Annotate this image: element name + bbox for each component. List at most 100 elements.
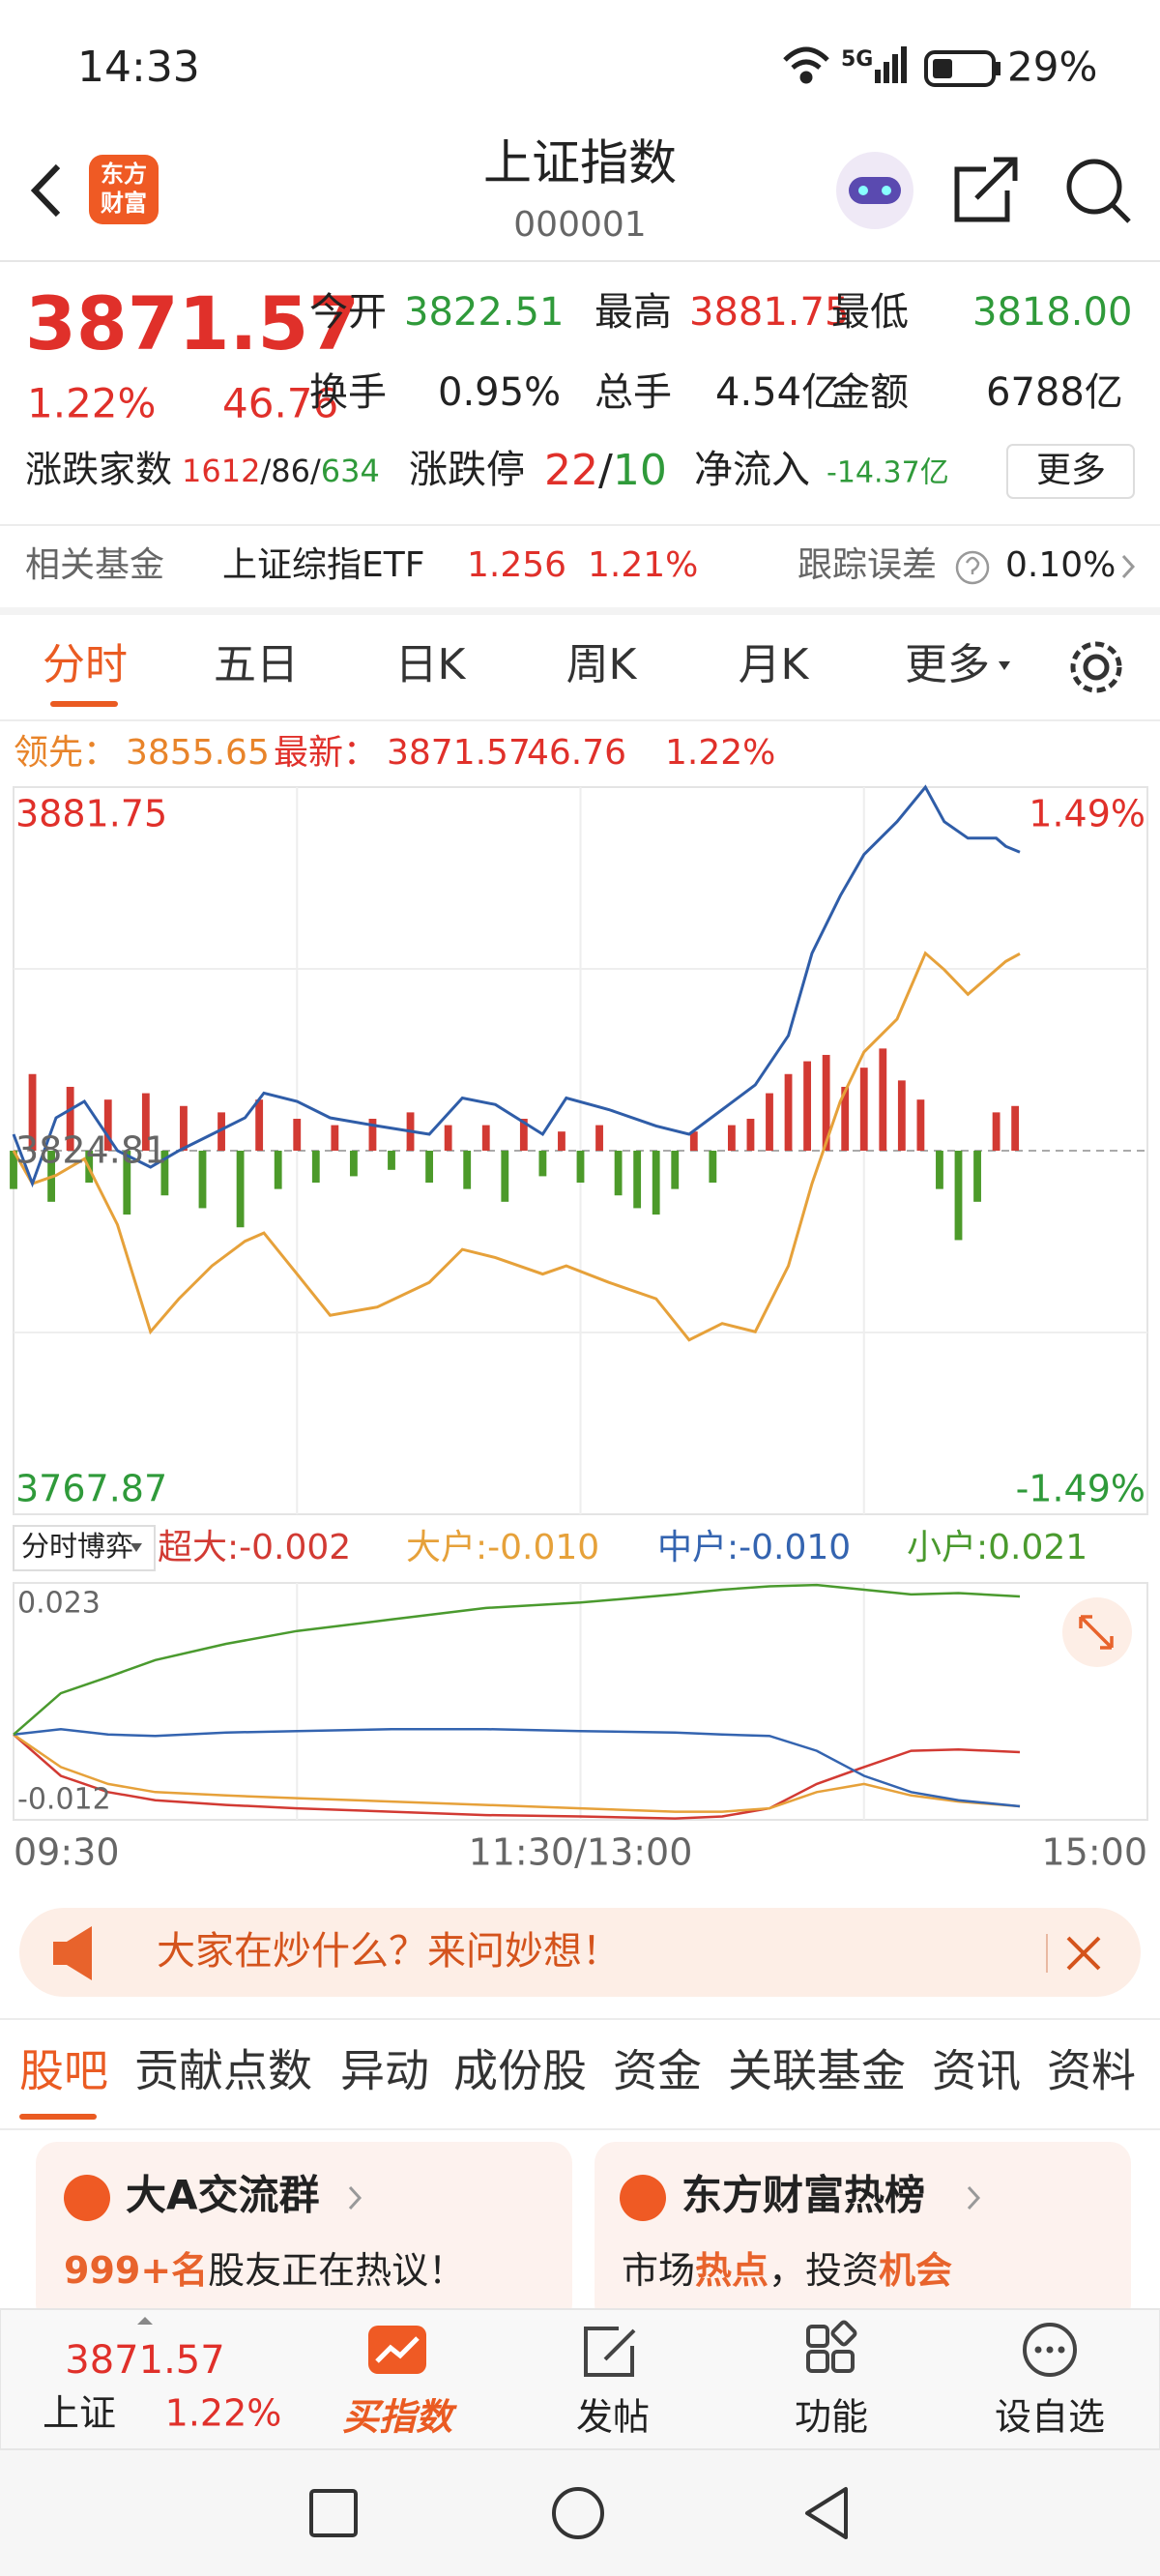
flow-line [13, 1727, 1021, 1808]
bar [368, 1118, 377, 1151]
close-button[interactable] [1066, 1936, 1101, 1971]
tab-underline [19, 2114, 97, 2120]
home-button[interactable] [552, 2487, 604, 2539]
tab[interactable]: 日K [395, 640, 467, 689]
chevron [967, 2185, 981, 2210]
card[interactable] [594, 2142, 1131, 2326]
tab[interactable]: 五日 [214, 640, 299, 689]
bar [218, 1112, 225, 1151]
card-text: 市场 [622, 2249, 695, 2292]
expand-button[interactable] [1062, 1597, 1132, 1667]
nav-item[interactable]: 设自选 [995, 2396, 1105, 2439]
stat-value: 3881.75 [689, 290, 849, 335]
section-tab[interactable]: 关联基金 [728, 2045, 906, 2097]
bar [576, 1151, 585, 1184]
bar [841, 1086, 850, 1151]
breadth-value: 1612/86/634 [182, 453, 380, 489]
limit-label: 涨跌停 [409, 448, 525, 492]
stat-label: 金额 [831, 370, 909, 415]
bar [198, 1151, 207, 1209]
section-tab[interactable]: 资金 [613, 2045, 702, 2097]
legend-entry: 大户:-0.010 [406, 1528, 599, 1567]
nav-item[interactable]: 功能 [795, 2396, 868, 2439]
limit-down: 10 [613, 446, 667, 495]
bar [558, 1131, 566, 1151]
selector-label: 分时博弈 [21, 1530, 133, 1563]
assistant-avatar[interactable] [836, 152, 914, 229]
stat-value: 6788亿 [986, 370, 1123, 415]
bar [66, 1086, 74, 1151]
bar [293, 1118, 302, 1151]
help-icon[interactable] [955, 550, 990, 585]
banner[interactable] [19, 1908, 1141, 1997]
card-title: 大A交流群 [126, 2172, 320, 2219]
tab[interactable]: 周K [566, 640, 638, 689]
bar [992, 1112, 1000, 1151]
x-tick-label: 09:30 [14, 1831, 120, 1874]
bar [614, 1151, 623, 1196]
card[interactable] [36, 2142, 572, 2326]
error-value: 0.10% [1005, 545, 1116, 585]
limit-value: 22/10 [544, 446, 667, 495]
nav-item[interactable]: 发帖 [576, 2396, 650, 2439]
share-button[interactable] [954, 157, 1018, 222]
section-tab[interactable]: 资料 [1047, 2045, 1136, 2097]
fund-flow-chart: 超大:-0.002 大户:-0.010 中户:-0.010 小户:0.021 -0.01… [13, 1528, 1147, 1874]
stat-value: 0.95% [438, 370, 561, 415]
section-tab[interactable]: 资讯 [932, 2045, 1021, 2097]
function-icon [806, 2320, 857, 2373]
nav-price[interactable]: 3871.57 [65, 2338, 224, 2383]
more-button[interactable] [1006, 444, 1135, 499]
post-icon [584, 2327, 636, 2377]
declines: 634 [321, 453, 380, 489]
bar [879, 1048, 887, 1151]
bar [1011, 1105, 1020, 1151]
banner-text: 大家在炒什么？来问妙想！ [157, 1929, 621, 1974]
bar [727, 1125, 736, 1151]
more-label: 更多 [1036, 451, 1106, 490]
bar [501, 1151, 509, 1202]
bar [331, 1125, 339, 1151]
y2-tick-label: -1.49% [1016, 1468, 1146, 1510]
tab-underline [50, 701, 118, 707]
stat-label: 最高 [594, 290, 672, 335]
bar [388, 1151, 395, 1170]
settings-button[interactable] [1070, 641, 1122, 693]
bar [803, 1061, 812, 1151]
nav-index-name: 上证 [43, 2392, 116, 2435]
status-time: 14:33 [77, 43, 200, 92]
legend-entry: 中户:-0.010 [657, 1528, 851, 1567]
tab[interactable]: 月K [739, 640, 810, 689]
section-tab[interactable]: 成份股 [453, 2045, 587, 2097]
back-button[interactable] [30, 163, 61, 218]
logo-text: 财富 [101, 190, 147, 217]
section-tab[interactable]: 股吧 [19, 2045, 108, 2097]
limit-sep: / [598, 446, 613, 495]
section-tab[interactable]: 贡献点数 [134, 2045, 312, 2097]
bar [973, 1151, 981, 1202]
back-nav-button[interactable] [805, 2487, 848, 2539]
recents-button[interactable] [309, 2489, 358, 2537]
selector[interactable] [13, 1525, 156, 1571]
x-tick-label: 15:00 [1041, 1831, 1147, 1874]
intraday-chart: 3767.87 3824.81 3881.75 -1.49% 1.49% [10, 784, 1147, 1514]
bar [28, 1073, 37, 1151]
chevron [1121, 554, 1136, 579]
bar [766, 1093, 773, 1151]
section-tab[interactable]: 异动 [340, 2045, 429, 2097]
tab[interactable]: 分时 [43, 640, 128, 689]
bar [822, 1054, 830, 1151]
tab[interactable]: 更多 [905, 640, 990, 689]
header-code: 000001 [513, 205, 646, 245]
bar [689, 1131, 698, 1151]
bar [481, 1125, 490, 1151]
y-tick-label: 0.023 [17, 1587, 101, 1621]
fund-name[interactable]: 上证综指ETF [222, 545, 424, 585]
search-button[interactable] [1066, 159, 1131, 223]
nav-item[interactable]: 买指数 [342, 2396, 457, 2439]
latest-value: 3871.57 [387, 733, 531, 773]
legend-entry: 小户:0.021 [907, 1528, 1088, 1567]
stat-label: 今开 [309, 290, 387, 335]
bar [103, 1099, 112, 1151]
